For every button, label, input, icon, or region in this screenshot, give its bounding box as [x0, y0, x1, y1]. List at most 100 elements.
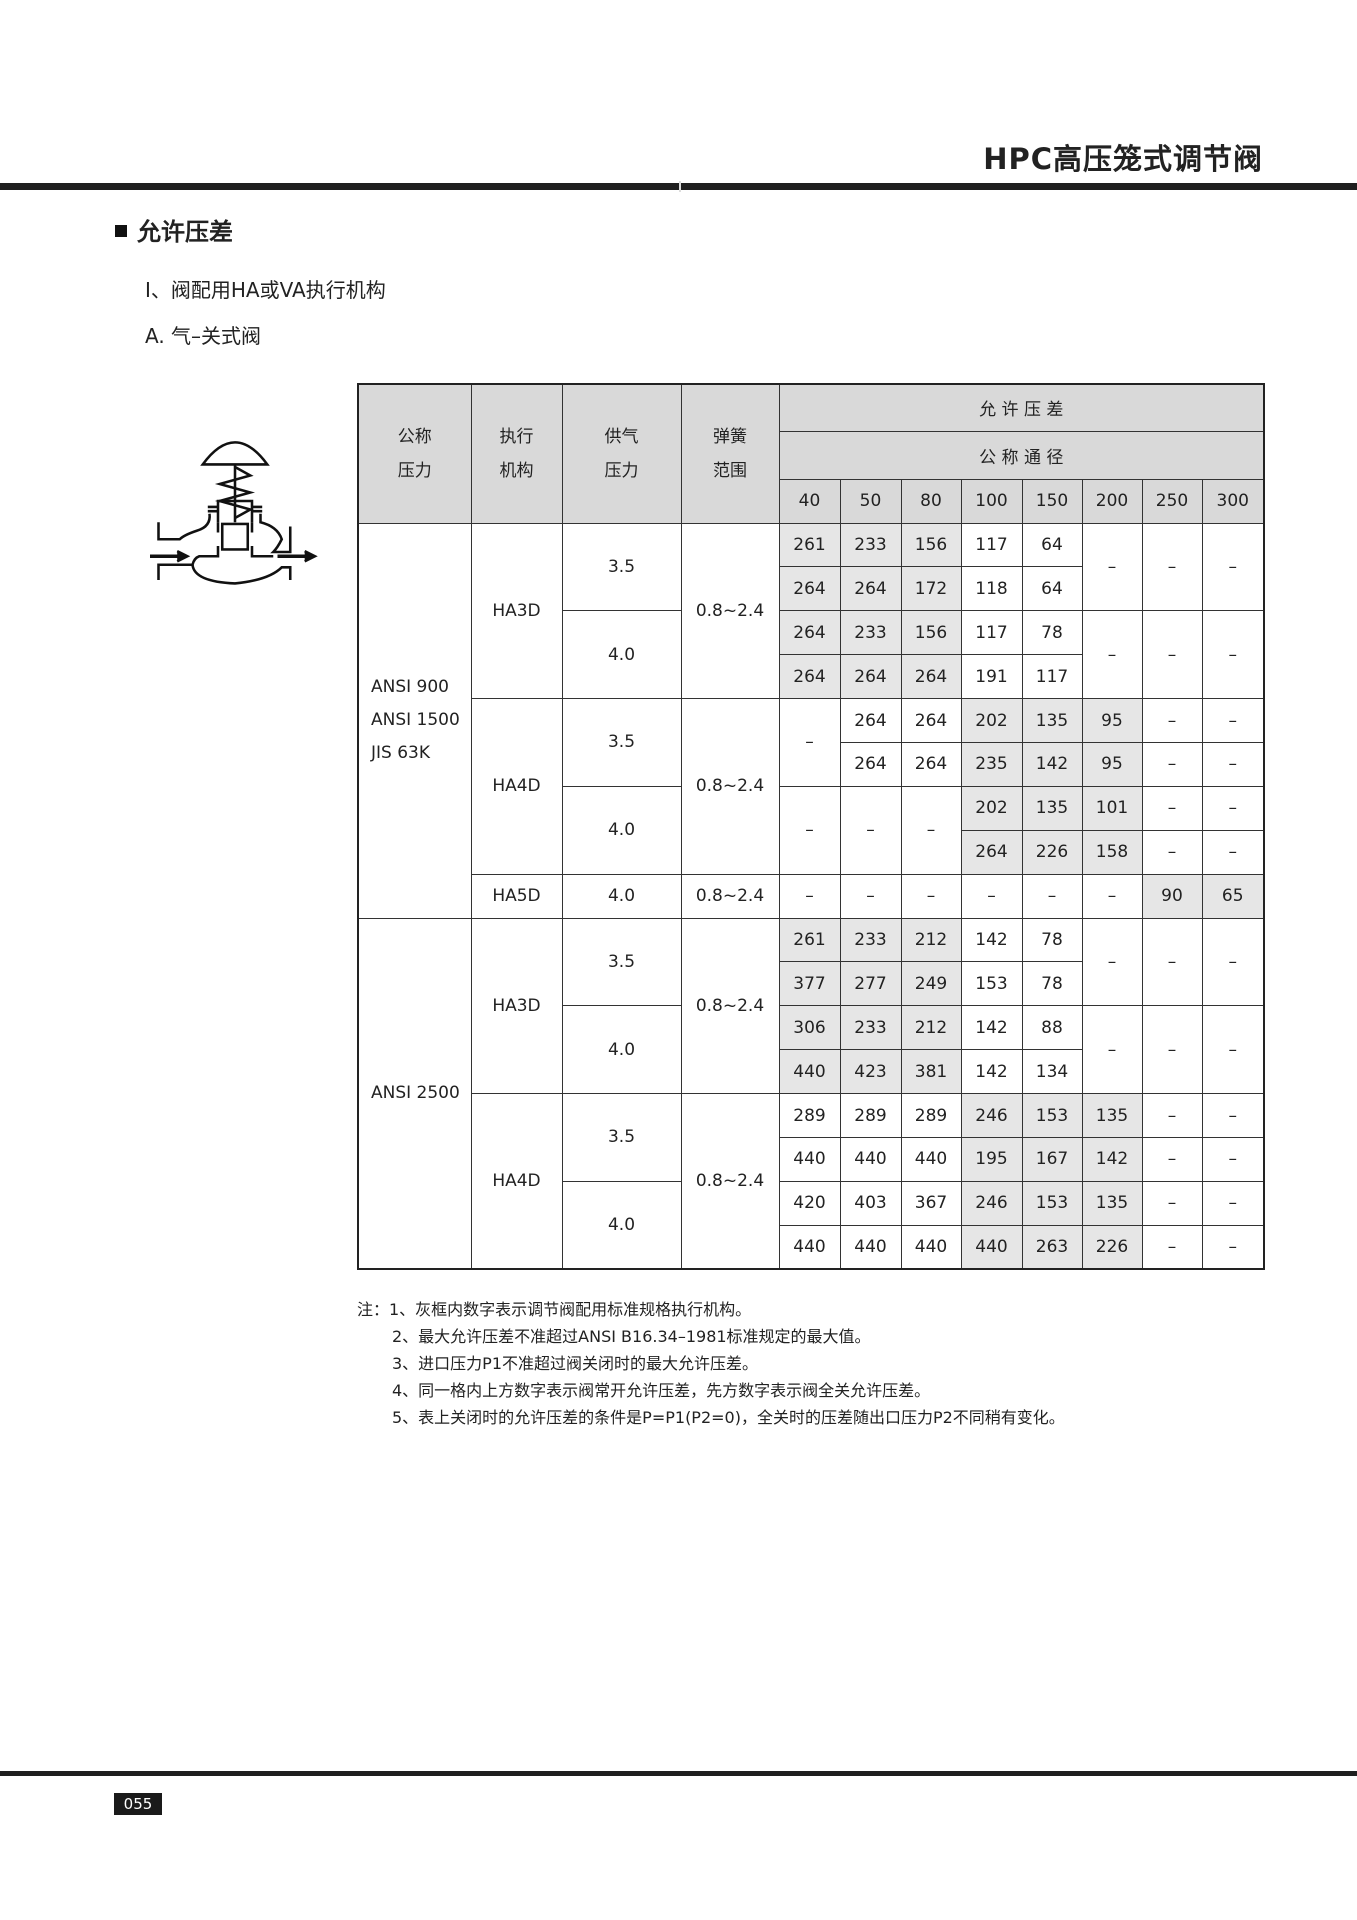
note-1: 注：1、灰框内数字表示调节阀配用标准规格执行机构。 [357, 1300, 752, 1319]
table-cell: 4.0 [561, 1005, 682, 1095]
table-cell: – [1081, 610, 1143, 700]
table-cell: – [1141, 829, 1203, 875]
table-cell: 0.8~2.4 [680, 698, 780, 875]
table-cell: 0.8~2.4 [680, 917, 780, 1095]
table-cell: – [1201, 522, 1265, 612]
table-row: 4.0 264 233 156 117 78– – – [358, 610, 1265, 700]
table-cell: 420 [778, 1180, 841, 1226]
table-cell: 233 [839, 610, 902, 656]
table-cell: HA3D [470, 917, 563, 1095]
table-cell: 212 [900, 917, 962, 963]
table-cell: 235 [960, 741, 1023, 787]
header-nominal-pressure: 公称 压力 [357, 383, 472, 524]
table-cell: 78 [1021, 610, 1083, 656]
table-cell: – [1021, 873, 1083, 919]
table-cell: 4.0 [561, 785, 682, 875]
table-cell: 153 [1021, 1180, 1083, 1226]
square-bullet-icon [115, 225, 127, 237]
table-row: 264 264 235 142 95– – [358, 741, 1265, 787]
table-cell: 135 [1081, 1180, 1143, 1226]
table-row: ANSI 900 ANSI 1500 JIS 63K HA3D 3.5 0.8~2.4… [357, 522, 1265, 919]
table-cell: 142 [960, 1049, 1023, 1095]
table-row: 4.0 306 233 212 142 88– – – [358, 1005, 1265, 1095]
table-cell: – [1141, 698, 1203, 743]
note-3: 3、进口压力P1不准超过阀关闭时的最大允许压差。 [392, 1354, 759, 1373]
table-cell: 264 [839, 741, 902, 787]
table-cell: – [839, 785, 902, 875]
header-size-150: 150 [1021, 478, 1083, 524]
header-allowable-dp: 允 许 压 差 [778, 383, 1265, 432]
table-cell: 226 [1021, 829, 1083, 875]
table-cell: 158 [1081, 829, 1143, 875]
table-cell: 4.0 [561, 610, 682, 700]
table-cell: 95 [1081, 741, 1143, 787]
table-cell: 135 [1081, 1093, 1143, 1138]
table-row: 440 440 440 195 167 142– – [358, 1136, 1265, 1182]
table-cell: 261 [778, 522, 841, 568]
allowable-pressure-differential-table: 公称 压力 执行 机构 供气 压力 弹簧 范围 允 许 压 差 公 称 通 径 … [357, 383, 1265, 1271]
table-cell: – [1141, 917, 1203, 1007]
table-cell: 264 [900, 741, 962, 787]
table-cell: – [1201, 917, 1265, 1007]
table-cell: – [1141, 1136, 1203, 1182]
section-title: 允许压差 [137, 218, 233, 246]
table-cell: – [960, 873, 1023, 919]
table-cell: 289 [778, 1093, 841, 1138]
table-cell: 249 [900, 961, 962, 1007]
table-cell: 0.8~2.4 [680, 522, 780, 700]
table-cell: 90 [1141, 873, 1203, 919]
table-cell: 233 [839, 1005, 902, 1051]
header-size-100: 100 [960, 478, 1023, 524]
table-cell: 377 [778, 961, 841, 1007]
table-cell: 117 [960, 610, 1023, 656]
table-cell: 264 [778, 654, 841, 700]
table-cell: 134 [1021, 1049, 1083, 1095]
table-cell: 156 [900, 610, 962, 656]
table-cell: 226 [1081, 1224, 1143, 1270]
table-cell: 264 [778, 610, 841, 656]
table-cell: – [1201, 1224, 1265, 1270]
table-cell: – [1081, 917, 1143, 1007]
table-cell: 264 [839, 698, 902, 743]
table-cell: – [900, 785, 962, 875]
table-cell: 289 [900, 1093, 962, 1138]
table-cell: 153 [960, 961, 1023, 1007]
header-rule-fold [679, 181, 681, 192]
table-cell: – [1141, 1224, 1203, 1270]
header-size-40: 40 [778, 478, 841, 524]
table-cell: – [778, 785, 841, 875]
table-cell: 64 [1021, 522, 1083, 568]
table-cell: 440 [778, 1049, 841, 1095]
table-row: 440 423 381 142 134 [358, 1049, 1264, 1095]
table-cell: HA5D [470, 873, 563, 919]
table-cell: – [1201, 1136, 1265, 1182]
table-cell: 64 [1021, 566, 1083, 612]
pressure-class-cell: ANSI 900 ANSI 1500 JIS 63K [357, 522, 472, 919]
table-cell: 0.8~2.4 [680, 873, 780, 919]
page-number: 055 [114, 1793, 162, 1815]
table-cell: 440 [778, 1224, 841, 1270]
header-size-200: 200 [1081, 478, 1143, 524]
table-cell: 202 [960, 698, 1023, 743]
table-row: 440 440 440 440 263 226– – [358, 1224, 1265, 1270]
table-cell: 117 [1021, 654, 1083, 700]
table-cell: 4.0 [561, 1180, 682, 1270]
table-row: HA4D 3.5 0.8~2.4–264 264 202 135 95– – [358, 698, 1265, 875]
table-cell: – [1081, 873, 1143, 919]
header-supply-pressure: 供气 压力 [561, 383, 682, 524]
table-cell: 142 [960, 1005, 1023, 1051]
table-cell: – [1141, 1180, 1203, 1226]
table-cell: 440 [900, 1224, 962, 1270]
note-4: 4、同一格内上方数字表示阀常开允许压差，先方数字表示阀全关允许压差。 [392, 1381, 931, 1400]
table-cell: 440 [839, 1136, 902, 1182]
subheading-actuator: I、阀配用HA或VA执行机构 [145, 278, 386, 302]
table-cell: 289 [839, 1093, 902, 1138]
subheading-valve-type: A. 气–关式阀 [145, 324, 262, 348]
table-cell: 264 [900, 698, 962, 743]
table-row: 4.0 420 403 367 246 153 135– – [358, 1180, 1265, 1270]
table-cell: 306 [778, 1005, 841, 1051]
table-cell: – [1201, 1180, 1265, 1226]
table-cell: 156 [900, 522, 962, 568]
table-cell: – [1201, 785, 1265, 831]
table-cell: 440 [778, 1136, 841, 1182]
